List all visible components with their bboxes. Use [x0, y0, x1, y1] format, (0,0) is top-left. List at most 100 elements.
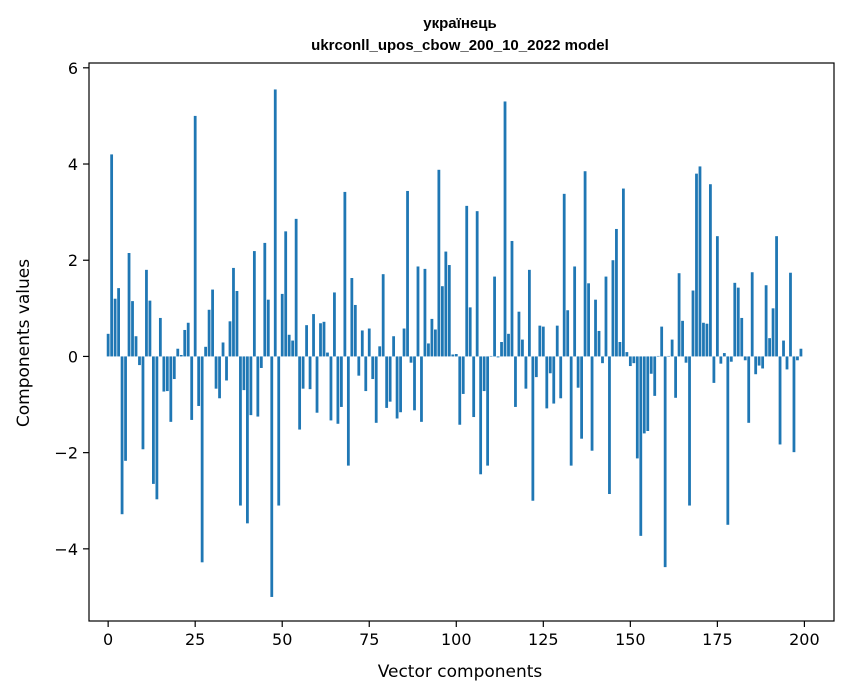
bar-78	[378, 346, 382, 357]
bar-154	[642, 356, 646, 434]
bar-113	[500, 342, 503, 357]
bar-25	[193, 115, 197, 357]
bar-42	[252, 251, 256, 357]
bar-139	[590, 356, 594, 451]
bar-164	[677, 273, 681, 357]
bar-89	[416, 266, 420, 357]
bar-45	[263, 242, 267, 357]
bar-69	[346, 356, 350, 466]
x-tick-label: 150	[615, 630, 646, 649]
bar-28	[204, 346, 208, 357]
bar-126	[545, 356, 549, 409]
bar-107	[479, 356, 483, 475]
bar-116	[510, 240, 514, 357]
bar-150	[628, 356, 632, 367]
bar-133	[569, 356, 573, 466]
bar-26	[197, 356, 201, 406]
bar-75	[367, 328, 371, 357]
bar-8	[134, 336, 138, 357]
bar-66	[336, 356, 340, 424]
bar-148	[621, 188, 625, 357]
bar-63	[326, 352, 329, 357]
bar-10	[141, 356, 145, 450]
bar-59	[312, 314, 315, 357]
bar-77	[374, 356, 378, 423]
x-axis-ticks: 0 25 50 75 100 125 150 175 200	[103, 621, 820, 649]
bar-62	[322, 321, 326, 357]
bar-22	[183, 329, 187, 357]
chart-title: українець	[423, 15, 496, 32]
bar-56	[301, 356, 305, 389]
bar-15	[158, 317, 162, 357]
bar-171	[702, 322, 705, 357]
x-tick-label: 200	[789, 630, 820, 649]
bar-85	[402, 328, 406, 357]
bar-55	[298, 356, 302, 430]
bar-146	[615, 228, 618, 357]
bar-152	[635, 356, 639, 459]
bar-90	[420, 356, 423, 422]
bar-182	[740, 317, 744, 357]
bar-169	[695, 173, 698, 357]
bar-72	[357, 356, 361, 376]
bar-119	[521, 339, 524, 357]
bar-180	[733, 282, 737, 357]
bar-27	[200, 356, 204, 563]
bar-52	[287, 334, 291, 357]
bar-84	[399, 356, 402, 413]
bar-82	[392, 336, 396, 357]
bar-185	[750, 272, 754, 357]
bar-108	[482, 356, 486, 392]
bar-145	[611, 260, 615, 357]
bar-166	[684, 356, 688, 363]
chart-subtitle: ukrconll_upos_cbow_200_10_2022 model	[311, 37, 609, 54]
bar-30	[211, 289, 214, 357]
bar-97	[444, 251, 448, 357]
bar-21	[179, 354, 183, 357]
bar-109	[486, 356, 490, 466]
bar-41	[249, 356, 253, 416]
bar-6	[127, 253, 131, 357]
bar-36	[232, 267, 235, 357]
bar-165	[681, 320, 684, 357]
bar-136	[580, 356, 583, 439]
y-tick-label: −2	[54, 444, 78, 463]
bar-65	[333, 292, 336, 357]
bar-46	[266, 299, 270, 357]
bar-103	[465, 205, 469, 357]
bar-96	[440, 286, 444, 357]
bar-98	[447, 265, 451, 357]
bar-94	[434, 329, 437, 357]
x-tick-label: 75	[359, 630, 379, 649]
bar-19	[172, 356, 176, 380]
bar-7	[131, 301, 134, 357]
bar-132	[566, 310, 570, 357]
bar-92	[427, 343, 430, 357]
bar-138	[587, 283, 590, 357]
bar-79	[381, 274, 385, 357]
bar-179	[729, 356, 733, 362]
bar-157	[653, 356, 657, 396]
bar-128	[552, 356, 556, 404]
bar-144	[608, 356, 611, 495]
x-tick-label: 50	[272, 630, 292, 649]
bar-125	[541, 326, 545, 357]
y-axis-label: Components values	[14, 259, 34, 427]
bar-176	[719, 356, 723, 364]
bar-101	[458, 356, 462, 425]
bar-12	[148, 300, 152, 357]
bar-151	[632, 356, 636, 364]
bar-177	[722, 353, 726, 357]
bar-14	[155, 356, 159, 500]
bar-53	[291, 340, 295, 357]
bar-49	[277, 356, 281, 506]
bar-194	[782, 340, 785, 357]
bar-117	[514, 356, 517, 407]
bar-51	[284, 231, 288, 357]
bar-68	[343, 191, 347, 357]
bar-20	[176, 348, 180, 357]
bar-114	[503, 101, 507, 357]
bar-142	[601, 356, 604, 364]
bar-106	[475, 211, 479, 357]
bar-32	[218, 356, 221, 399]
